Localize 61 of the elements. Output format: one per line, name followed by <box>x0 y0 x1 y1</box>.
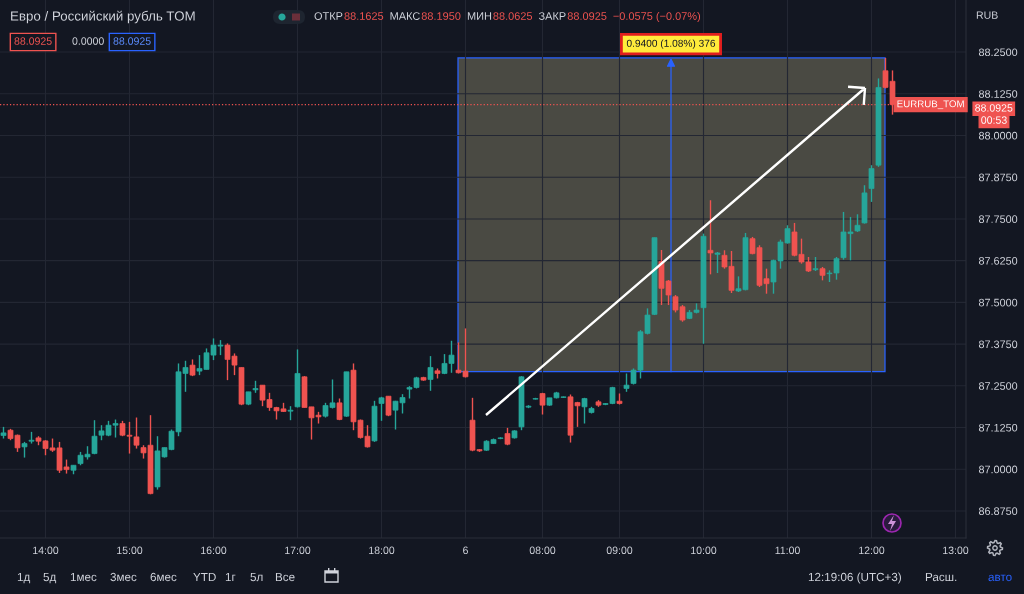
band-label: 0.9400 (1.08%) 376 <box>626 39 716 49</box>
text: 1д <box>17 572 31 584</box>
x-tick-label: 08:00 <box>529 546 556 555</box>
y-tick-label: 87.3750 <box>978 340 1018 349</box>
candlestick <box>378 396 385 422</box>
x-tick-label: 15:00 <box>117 546 143 555</box>
ref-line-label: EURRUB_TOM <box>897 100 964 110</box>
y-tick-label: 87.2500 <box>978 382 1018 390</box>
x-tick-label: 18:00 <box>369 546 395 555</box>
annotation: ОТКР <box>314 12 343 20</box>
x-tick-label: 12:00 <box>859 546 885 555</box>
annotation: ЗАКР <box>538 12 566 20</box>
candlestick <box>868 164 875 203</box>
x-tick-label: 16:00 <box>201 546 227 555</box>
annotation: МАКС <box>390 12 420 20</box>
text: 5л <box>250 572 263 582</box>
candlestick <box>427 355 434 392</box>
x-tick-label: 10:00 <box>691 546 717 555</box>
text: 3мес <box>110 572 137 582</box>
text: 6мес <box>150 572 177 582</box>
text: 00:53 <box>981 116 1007 124</box>
y-axis-title: RUB <box>976 11 998 19</box>
x-tick-label: 13:00 <box>943 546 969 555</box>
annotation: 88.0925 <box>113 37 151 45</box>
annotation: 0.0000 <box>72 37 104 45</box>
y-tick-label: 87.0000 <box>978 465 1018 474</box>
annotation: 88.0925 <box>14 37 52 45</box>
text: 88.0925 <box>975 104 1013 112</box>
y-tick-label: 87.6250 <box>978 257 1018 265</box>
x-tick-label: 11:00 <box>775 546 800 555</box>
text: Расш. <box>925 572 957 582</box>
text: авто <box>988 574 1012 582</box>
annotation: 88.1625 <box>344 12 384 20</box>
candlestick <box>581 397 588 425</box>
candlestick <box>91 419 98 455</box>
text: 5д <box>43 572 57 584</box>
y-tick-label: 87.8750 <box>978 173 1018 182</box>
candlestick <box>707 199 714 276</box>
y-tick-label: 88.1250 <box>978 90 1018 98</box>
annotation: 88.0625 <box>493 12 533 20</box>
y-tick-label: 87.5000 <box>978 298 1018 307</box>
text: Евро / Российский рубль TOM <box>11 10 195 24</box>
text: 1г <box>225 572 236 582</box>
y-tick-label: 87.7500 <box>978 215 1018 223</box>
x-tick-label: 14:00 <box>33 546 59 555</box>
annotation: 88.1950 <box>421 12 461 20</box>
text: Все <box>275 572 295 582</box>
text: YTD <box>193 572 216 582</box>
candlestick <box>623 372 630 393</box>
x-tick-label: 09:00 <box>606 546 633 555</box>
y-tick-label: 87.1250 <box>978 423 1018 432</box>
y-tick-label: 88.2500 <box>978 48 1018 57</box>
x-tick-label: 17:00 <box>285 546 311 555</box>
y-tick-label: 86.8750 <box>978 507 1018 515</box>
annotation: 88.0925 <box>567 12 607 20</box>
x-tick-label: 6 <box>463 546 468 555</box>
y-tick-label: 88.0000 <box>978 131 1018 140</box>
annotation: МИН <box>467 12 492 20</box>
text: 1мес <box>70 572 97 582</box>
annotation: −0.0575 (−0.07%) <box>613 11 701 23</box>
text: 12:19:06 (UTC+3) <box>808 572 901 584</box>
